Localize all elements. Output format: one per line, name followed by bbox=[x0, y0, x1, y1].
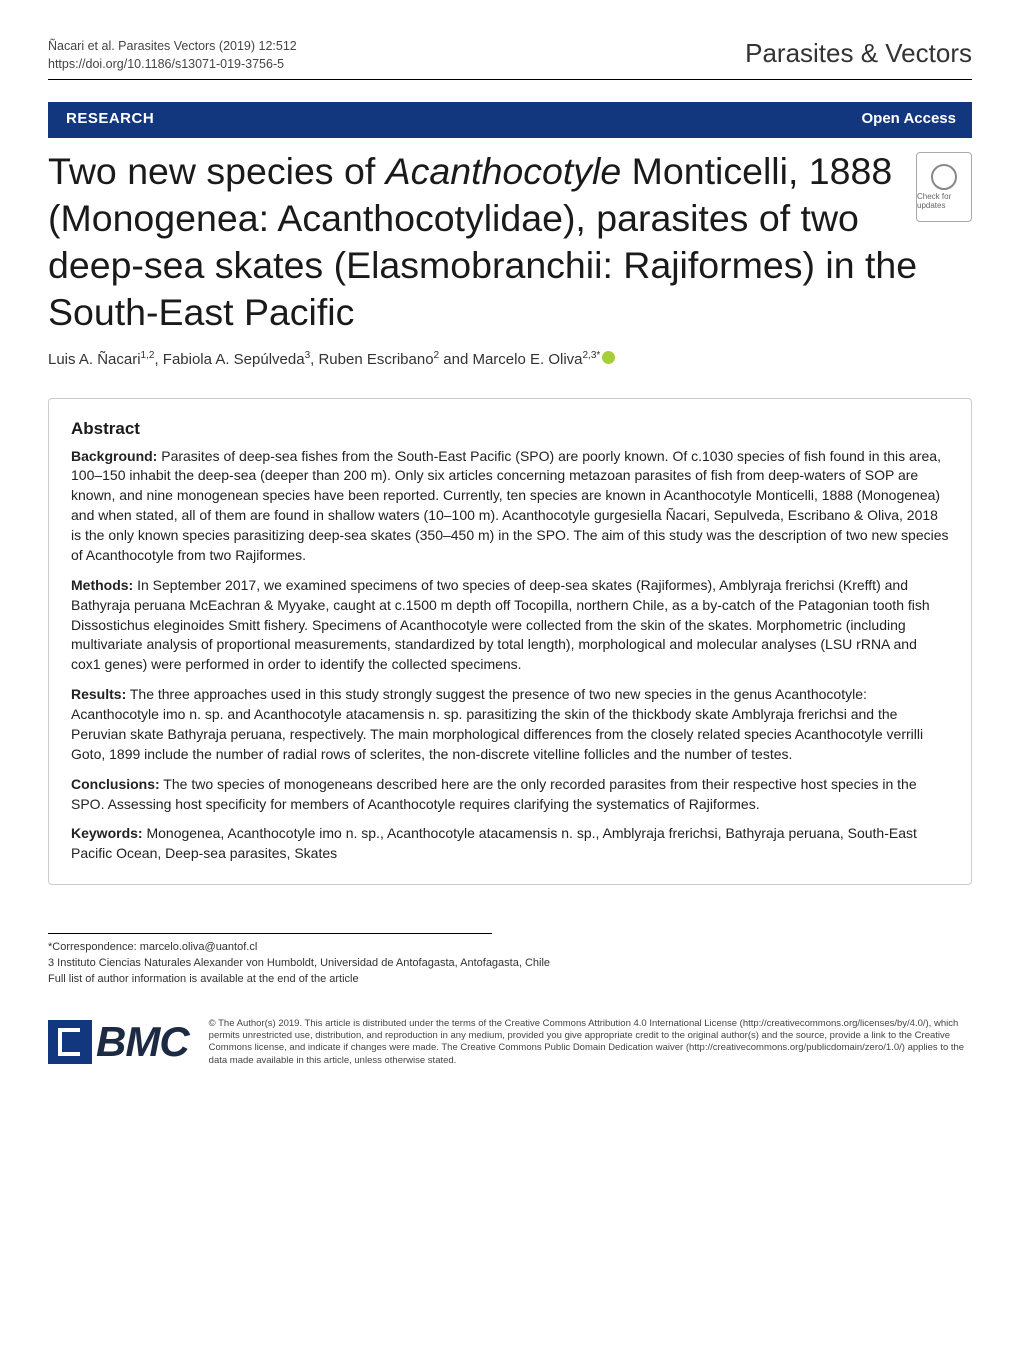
bmc-logo-icon bbox=[48, 1020, 92, 1064]
bmc-logo: BMC bbox=[48, 1012, 189, 1073]
abstract-methods: Methods: In September 2017, we examined … bbox=[71, 576, 949, 675]
methods-label: Methods: bbox=[71, 577, 133, 593]
background-text: Parasites of deep-sea fishes from the So… bbox=[71, 448, 949, 563]
keywords-text: Monogenea, Acanthocotyle imo n. sp., Aca… bbox=[71, 825, 917, 861]
abstract-background: Background: Parasites of deep-sea fishes… bbox=[71, 447, 949, 566]
abstract-box: Abstract Background: Parasites of deep-s… bbox=[48, 398, 972, 886]
license-text: © The Author(s) 2019. This article is di… bbox=[209, 1018, 972, 1067]
author-info-note: Full list of author information is avail… bbox=[48, 972, 972, 988]
citation-block: Ñacari et al. Parasites Vectors (2019) 1… bbox=[48, 38, 297, 73]
correspondence: *Correspondence: marcelo.oliva@uantof.cl bbox=[48, 940, 972, 956]
author-2: , Fabiola A. Sepúlveda bbox=[154, 351, 304, 368]
citation-doi: https://doi.org/10.1186/s13071-019-3756-… bbox=[48, 56, 297, 74]
footer-section: *Correspondence: marcelo.oliva@uantof.cl… bbox=[48, 933, 972, 1073]
keywords-label: Keywords: bbox=[71, 825, 143, 841]
background-label: Background: bbox=[71, 448, 157, 464]
author-4-sup: 2,3* bbox=[583, 350, 601, 361]
results-text: The three approaches used in this study … bbox=[71, 686, 923, 762]
article-title: Two new species of Acanthocotyle Montice… bbox=[48, 148, 972, 336]
abstract-heading: Abstract bbox=[71, 419, 949, 439]
abstract-results: Results: The three approaches used in th… bbox=[71, 685, 949, 765]
conclusions-text: The two species of monogeneans described… bbox=[71, 776, 917, 812]
crossmark-badge[interactable]: Check for updates bbox=[916, 152, 972, 222]
bmc-logo-text: BMC bbox=[96, 1012, 189, 1073]
results-label: Results: bbox=[71, 686, 126, 702]
abstract-keywords: Keywords: Monogenea, Acanthocotyle imo n… bbox=[71, 824, 949, 864]
title-genus-italic: Acanthocotyle bbox=[386, 150, 622, 192]
author-1-sup: 1,2 bbox=[141, 350, 155, 361]
open-access-badge: Open Access bbox=[846, 102, 973, 138]
conclusions-label: Conclusions: bbox=[71, 776, 160, 792]
badge-divider-line bbox=[172, 102, 845, 138]
title-part-1: Two new species of bbox=[48, 150, 386, 192]
author-list: Luis A. Ñacari1,2, Fabiola A. Sepúlveda3… bbox=[48, 350, 972, 368]
badge-row: RESEARCH Open Access bbox=[48, 102, 972, 138]
journal-name: Parasites & Vectors bbox=[745, 38, 972, 69]
research-badge: RESEARCH bbox=[48, 102, 172, 138]
abstract-conclusions: Conclusions: The two species of monogene… bbox=[71, 775, 949, 815]
methods-text: In September 2017, we examined specimens… bbox=[71, 577, 930, 673]
crossmark-icon bbox=[931, 164, 957, 190]
footer-rule bbox=[48, 933, 492, 934]
bmc-row: BMC © The Author(s) 2019. This article i… bbox=[48, 1012, 972, 1073]
running-header: Ñacari et al. Parasites Vectors (2019) 1… bbox=[48, 38, 972, 80]
author-4: and Marcelo E. Oliva bbox=[439, 351, 582, 368]
footer-meta: *Correspondence: marcelo.oliva@uantof.cl… bbox=[48, 940, 972, 988]
citation-line-1: Ñacari et al. Parasites Vectors (2019) 1… bbox=[48, 38, 297, 56]
author-3: , Ruben Escribano bbox=[310, 351, 433, 368]
author-1: Luis A. Ñacari bbox=[48, 351, 141, 368]
affiliation-3: 3 Instituto Ciencias Naturales Alexander… bbox=[48, 956, 972, 972]
orcid-icon[interactable] bbox=[602, 351, 615, 364]
crossmark-label: Check for updates bbox=[917, 192, 971, 210]
